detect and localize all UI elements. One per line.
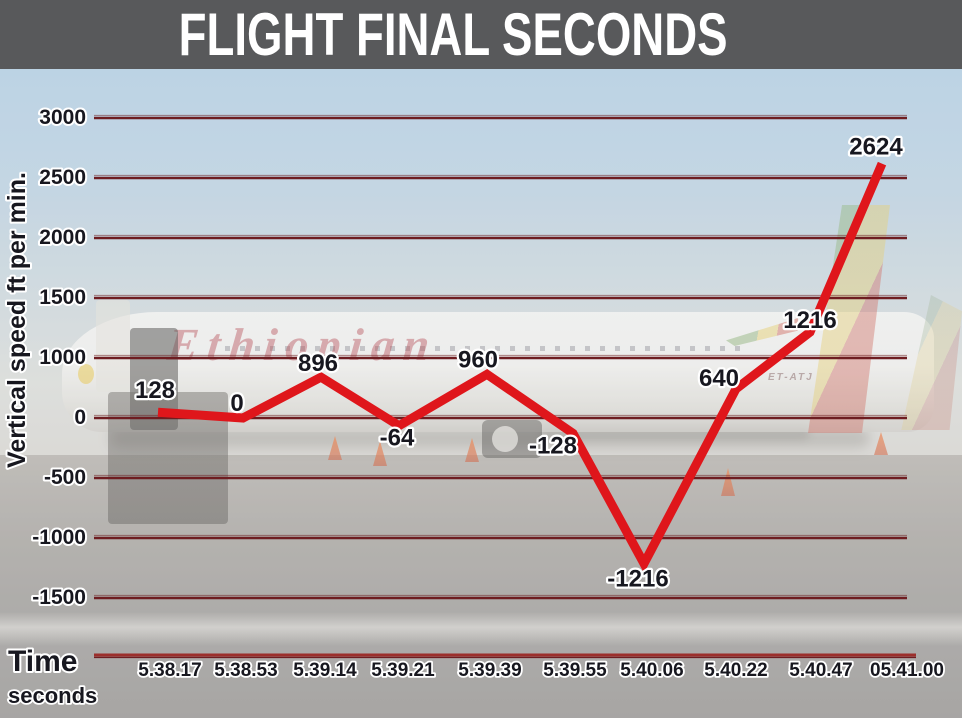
photo-far-tarmac-band bbox=[0, 612, 962, 646]
boarding-stairs-cab bbox=[96, 300, 130, 392]
y-tick-label: 1000 bbox=[39, 346, 86, 369]
x-tick-label: 5.39.14 bbox=[293, 660, 357, 681]
x-tick-label: 5.39.55 bbox=[543, 660, 607, 681]
data-point-label: 1216 bbox=[783, 307, 836, 334]
title-banner: FLIGHT FINAL SECONDS bbox=[0, 0, 962, 69]
data-point-label: -1216 bbox=[607, 566, 668, 593]
plane-window-row bbox=[225, 346, 745, 351]
data-point-label: -128 bbox=[529, 432, 577, 459]
y-tick-label: 0 bbox=[74, 406, 86, 429]
plane-registration-text: ET-ATJ bbox=[768, 372, 814, 383]
plane-shadow bbox=[110, 428, 870, 448]
x-tick-label: 5.40.47 bbox=[789, 660, 852, 681]
y-tick-labels: 3000 2500 2000 1500 1000 0 -500 -1000 -1500 bbox=[30, 104, 88, 611]
x-tick-label: 5.40.22 bbox=[704, 660, 767, 681]
y-tick-label: 3000 bbox=[39, 106, 86, 129]
ground-equipment-drum bbox=[492, 426, 518, 452]
stairs-lion-logo bbox=[78, 364, 94, 384]
y-tick-label: -1000 bbox=[32, 526, 86, 549]
data-point-label: -64 bbox=[380, 425, 415, 452]
data-point-label: 128 bbox=[135, 377, 175, 404]
x-tick-label: 5.38.53 bbox=[214, 660, 277, 681]
x-tick-label: 05.41.00 bbox=[870, 660, 944, 681]
x-axis-subtitle: seconds bbox=[8, 683, 97, 708]
page-title: FLIGHT FINAL SECONDS bbox=[178, 1, 728, 68]
data-point-label: 2624 bbox=[849, 134, 903, 161]
x-tick-label: 5.40.06 bbox=[620, 660, 683, 681]
speed-line-series bbox=[157, 161, 887, 574]
x-tick-label: 5.39.21 bbox=[371, 660, 435, 681]
data-point-label: 640 bbox=[699, 365, 739, 392]
y-axis-title: Vertical speed ft per min. bbox=[3, 172, 31, 468]
point-labels: 128 0 896 -64 960 -128 -1216 640 1216 2624 bbox=[133, 131, 906, 594]
y-tick-label: 2000 bbox=[39, 226, 86, 249]
y-tick-label: 1500 bbox=[39, 286, 86, 309]
x-tick-labels: 5.38.17 5.38.53 5.39.14 5.39.21 5.39.39 5.39.… bbox=[136, 658, 945, 683]
y-tick-label: -500 bbox=[44, 466, 86, 489]
y-tick-label: -1500 bbox=[32, 586, 86, 609]
data-point-label: 0 bbox=[230, 390, 243, 417]
x-axis-title: Time bbox=[8, 645, 77, 678]
x-tick-label: 5.39.39 bbox=[458, 660, 521, 681]
data-point-label: 960 bbox=[458, 346, 498, 373]
x-tick-label: 5.38.17 bbox=[138, 660, 201, 681]
data-point-label: 896 bbox=[298, 350, 338, 377]
y-tick-label: 2500 bbox=[39, 166, 86, 189]
